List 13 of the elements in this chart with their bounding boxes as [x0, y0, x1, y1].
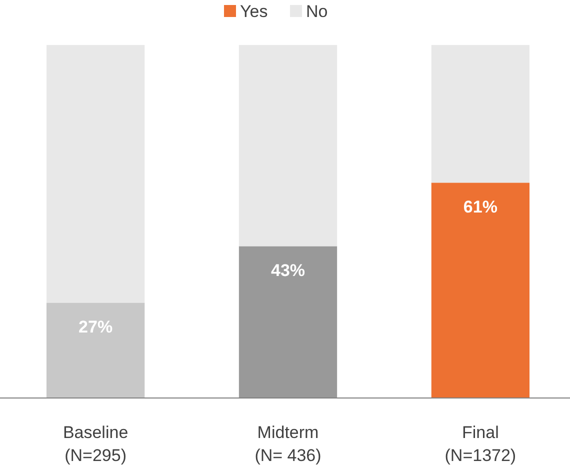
x-tick-label: Midterm (N= 436): [254, 423, 322, 465]
data-label: 43%: [270, 261, 306, 280]
bar: [46, 45, 145, 303]
legend-label: Yes: [240, 2, 268, 21]
bar: [431, 182, 530, 398]
x-tick-label: Baseline (N=295): [62, 423, 128, 465]
data-label: 61%: [463, 198, 498, 217]
x-tick-label: Final (N=1372): [444, 423, 516, 465]
bar: [238, 45, 338, 246]
bar: [46, 302, 145, 398]
bar: [431, 45, 530, 183]
bar: [238, 246, 338, 398]
legend-label: No: [306, 2, 328, 21]
